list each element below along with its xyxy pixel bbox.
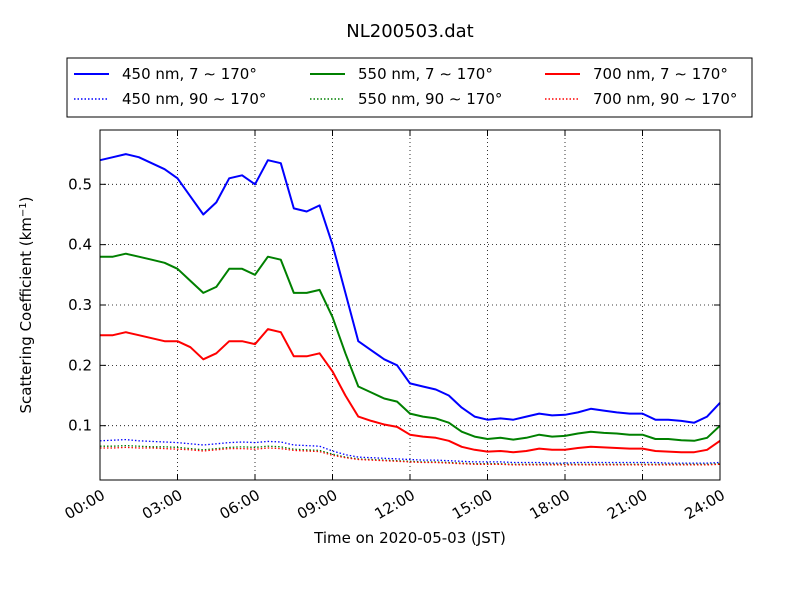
- series-layer: [99, 153, 721, 466]
- legend: 450 nm, 7 ∼ 170° 450 nm, 90 ∼ 170° 550 nm,…: [66, 57, 753, 118]
- legend-label: 550 nm, 90 ∼ 170°: [358, 90, 502, 108]
- x-tick-label: 03:00: [139, 486, 185, 523]
- grid-lines: [100, 130, 720, 480]
- x-tick-label: 24:00: [682, 486, 728, 523]
- series-line-0: [99, 153, 721, 424]
- y-tick-label: 0.5: [68, 175, 92, 193]
- x-tick-label: 15:00: [449, 486, 495, 523]
- y-tick-label: 0.2: [68, 356, 92, 374]
- plot-border: [99, 129, 721, 481]
- y-axis-label: Scattering Coefficient (km−1): [17, 196, 35, 413]
- chart-title: NL200503.dat: [346, 21, 473, 42]
- legend-label: 550 nm, 7 ∼ 170°: [358, 65, 493, 83]
- legend-label: 700 nm, 90 ∼ 170°: [593, 90, 737, 108]
- x-tick-label: 18:00: [527, 486, 573, 523]
- x-tick-label: 06:00: [217, 486, 263, 523]
- series-line-4: [100, 328, 721, 454]
- y-tick-label: 0.4: [68, 236, 92, 254]
- x-tick-label: 21:00: [604, 486, 650, 523]
- series-line-5: [100, 446, 721, 466]
- y-axis-label-superscript: −1: [18, 202, 29, 217]
- y-axis-label-main: Scattering Coefficient (km: [17, 217, 35, 413]
- y-axis-label-close: ): [17, 196, 35, 202]
- x-tick-label: 12:00: [372, 486, 418, 523]
- legend-frame: [66, 57, 753, 118]
- series-line-1: [99, 438, 721, 464]
- legend-label: 450 nm, 7 ∼ 170°: [122, 65, 257, 83]
- y-tick-label: 0.3: [68, 296, 92, 314]
- x-tick-label: 00:00: [62, 486, 108, 523]
- x-axis-label: Time on 2020-05-03 (JST): [313, 529, 506, 547]
- x-tick-label: 09:00: [294, 486, 340, 523]
- y-tick-label: 0.1: [68, 417, 92, 435]
- legend-label: 450 nm, 90 ∼ 170°: [122, 90, 266, 108]
- series-line-2: [100, 252, 721, 442]
- legend-label: 700 nm, 7 ∼ 170°: [593, 65, 728, 83]
